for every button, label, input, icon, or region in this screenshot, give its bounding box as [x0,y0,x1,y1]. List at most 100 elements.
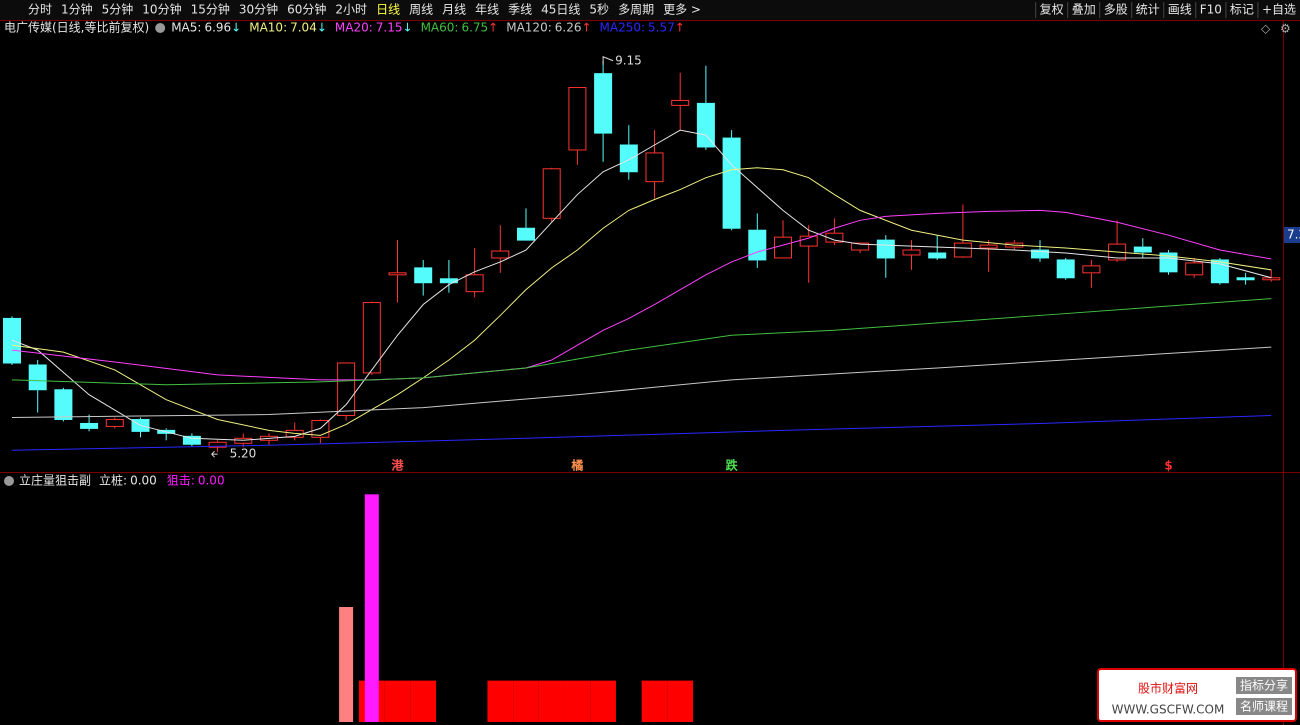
ma-line [11,167,1272,436]
candle-body [1210,259,1229,284]
candle-body [1185,262,1204,276]
tool-button[interactable]: F10 [1200,3,1222,17]
candle-body [645,152,664,183]
period-tab[interactable]: 10分钟 [142,2,181,17]
legend-arrow: ↓ [403,21,413,35]
watermark-tag-bg [1236,677,1292,694]
bar [339,607,354,722]
block [513,680,539,722]
legend-value: 6.26 [555,21,582,35]
candle-body [54,389,73,420]
period-tab[interactable]: 更多 > [663,3,701,17]
ma-line [11,298,1272,386]
legend-value: 6.75 [461,21,488,35]
candle-body [1133,246,1152,253]
candle-body [465,274,484,293]
tool-button[interactable]: +自选 [1262,3,1296,17]
candle-body [491,250,510,259]
candle-body [208,441,227,448]
candle-body [362,302,381,374]
tool-button[interactable]: 统计 [1136,3,1160,17]
legend-arrow: ↑ [581,21,591,35]
block [410,680,437,722]
candle-body [594,73,613,134]
price-tag: 7.2 [1287,228,1300,242]
period-tab[interactable]: 2小时 [335,3,367,17]
candle-body [876,239,895,259]
ma-line [11,346,1272,418]
legend-name: MA10 [249,21,283,35]
candle-body [542,168,561,219]
legend-name: MA120 [506,21,547,35]
ma-line [11,129,1272,441]
candle-body [928,252,947,259]
legend-sep: : [369,21,373,35]
period-tab[interactable]: 日线 [376,3,400,17]
low-label: 5.20 [230,447,257,461]
watermark-url: WWW.GSCFW.COM [1112,703,1225,717]
legend-name: 狙击 [167,474,191,488]
legend-value: 7.15 [376,21,403,35]
candle-body [902,249,921,256]
indicator-toggle[interactable] [4,476,14,486]
legend-arrow: ↓ [317,21,327,35]
legend-value: 5.57 [648,21,675,35]
tool-button[interactable]: 画线 [1168,3,1192,17]
tool-button[interactable]: 标记 [1230,3,1254,17]
period-tab[interactable]: 多周期 [618,3,654,17]
period-tab[interactable]: 5秒 [589,3,609,17]
period-tab[interactable]: 15分钟 [191,2,230,17]
icon-diamond[interactable]: ◇ [1261,22,1271,36]
watermark-site: 股市财富网 [1138,681,1198,696]
candle-body [388,272,407,276]
legend-value: 0.00 [198,474,225,488]
candle-body [979,244,998,249]
candle-body [825,232,844,243]
candle-body [696,102,715,148]
legend-name: MA5 [171,21,197,35]
signal: $ [1164,459,1172,473]
tool-button[interactable]: 叠加 [1072,3,1096,17]
ma-line [11,209,1272,381]
block [590,680,616,722]
signal: 跌 [726,458,739,473]
block [641,680,668,722]
block [564,680,591,722]
period-tab[interactable]: 60分钟 [287,2,326,17]
candle-body [774,236,792,259]
period-tab[interactable]: 5分钟 [102,2,134,17]
tool-button[interactable]: 多股 [1104,3,1128,17]
legend-toggle[interactable] [155,23,166,33]
ma-line [11,415,1272,451]
candle-body [619,144,638,173]
signal: 港 [391,458,404,473]
watermark-tag-bg [1236,698,1292,715]
high-label: 9.15 [615,53,642,67]
legend-sep: : [641,21,645,35]
period-tab[interactable]: 45日线 [541,3,580,17]
legend-name: MA20 [335,21,369,35]
chart-title: 电广传媒(日线,等比前复权) [4,20,149,35]
period-tab[interactable]: 月线 [442,3,466,17]
toolbar-bg [0,0,1300,20]
period-tab[interactable]: 年线 [475,3,499,17]
signal: 橘 [570,458,583,473]
candle-body [414,267,433,284]
legend-sep: : [123,474,127,488]
watermark-tag: 指标分享 [1240,678,1288,693]
legend-sep: : [548,21,552,35]
period-tab[interactable]: 1分钟 [61,2,93,17]
block [538,680,565,722]
candle-body [722,137,741,229]
period-tab[interactable]: 分时 [28,3,52,17]
legend-arrow: ↓ [231,21,241,35]
candle-body [1082,265,1101,274]
period-tab[interactable]: 周线 [409,3,433,17]
legend-sep: : [454,21,458,35]
period-tab[interactable]: 30分钟 [239,2,278,17]
legend-sep: : [191,474,195,488]
tool-button[interactable]: 复权 [1040,3,1064,17]
period-tab[interactable]: 季线 [508,3,532,17]
icon-settings[interactable]: ⚙ [1280,22,1291,36]
